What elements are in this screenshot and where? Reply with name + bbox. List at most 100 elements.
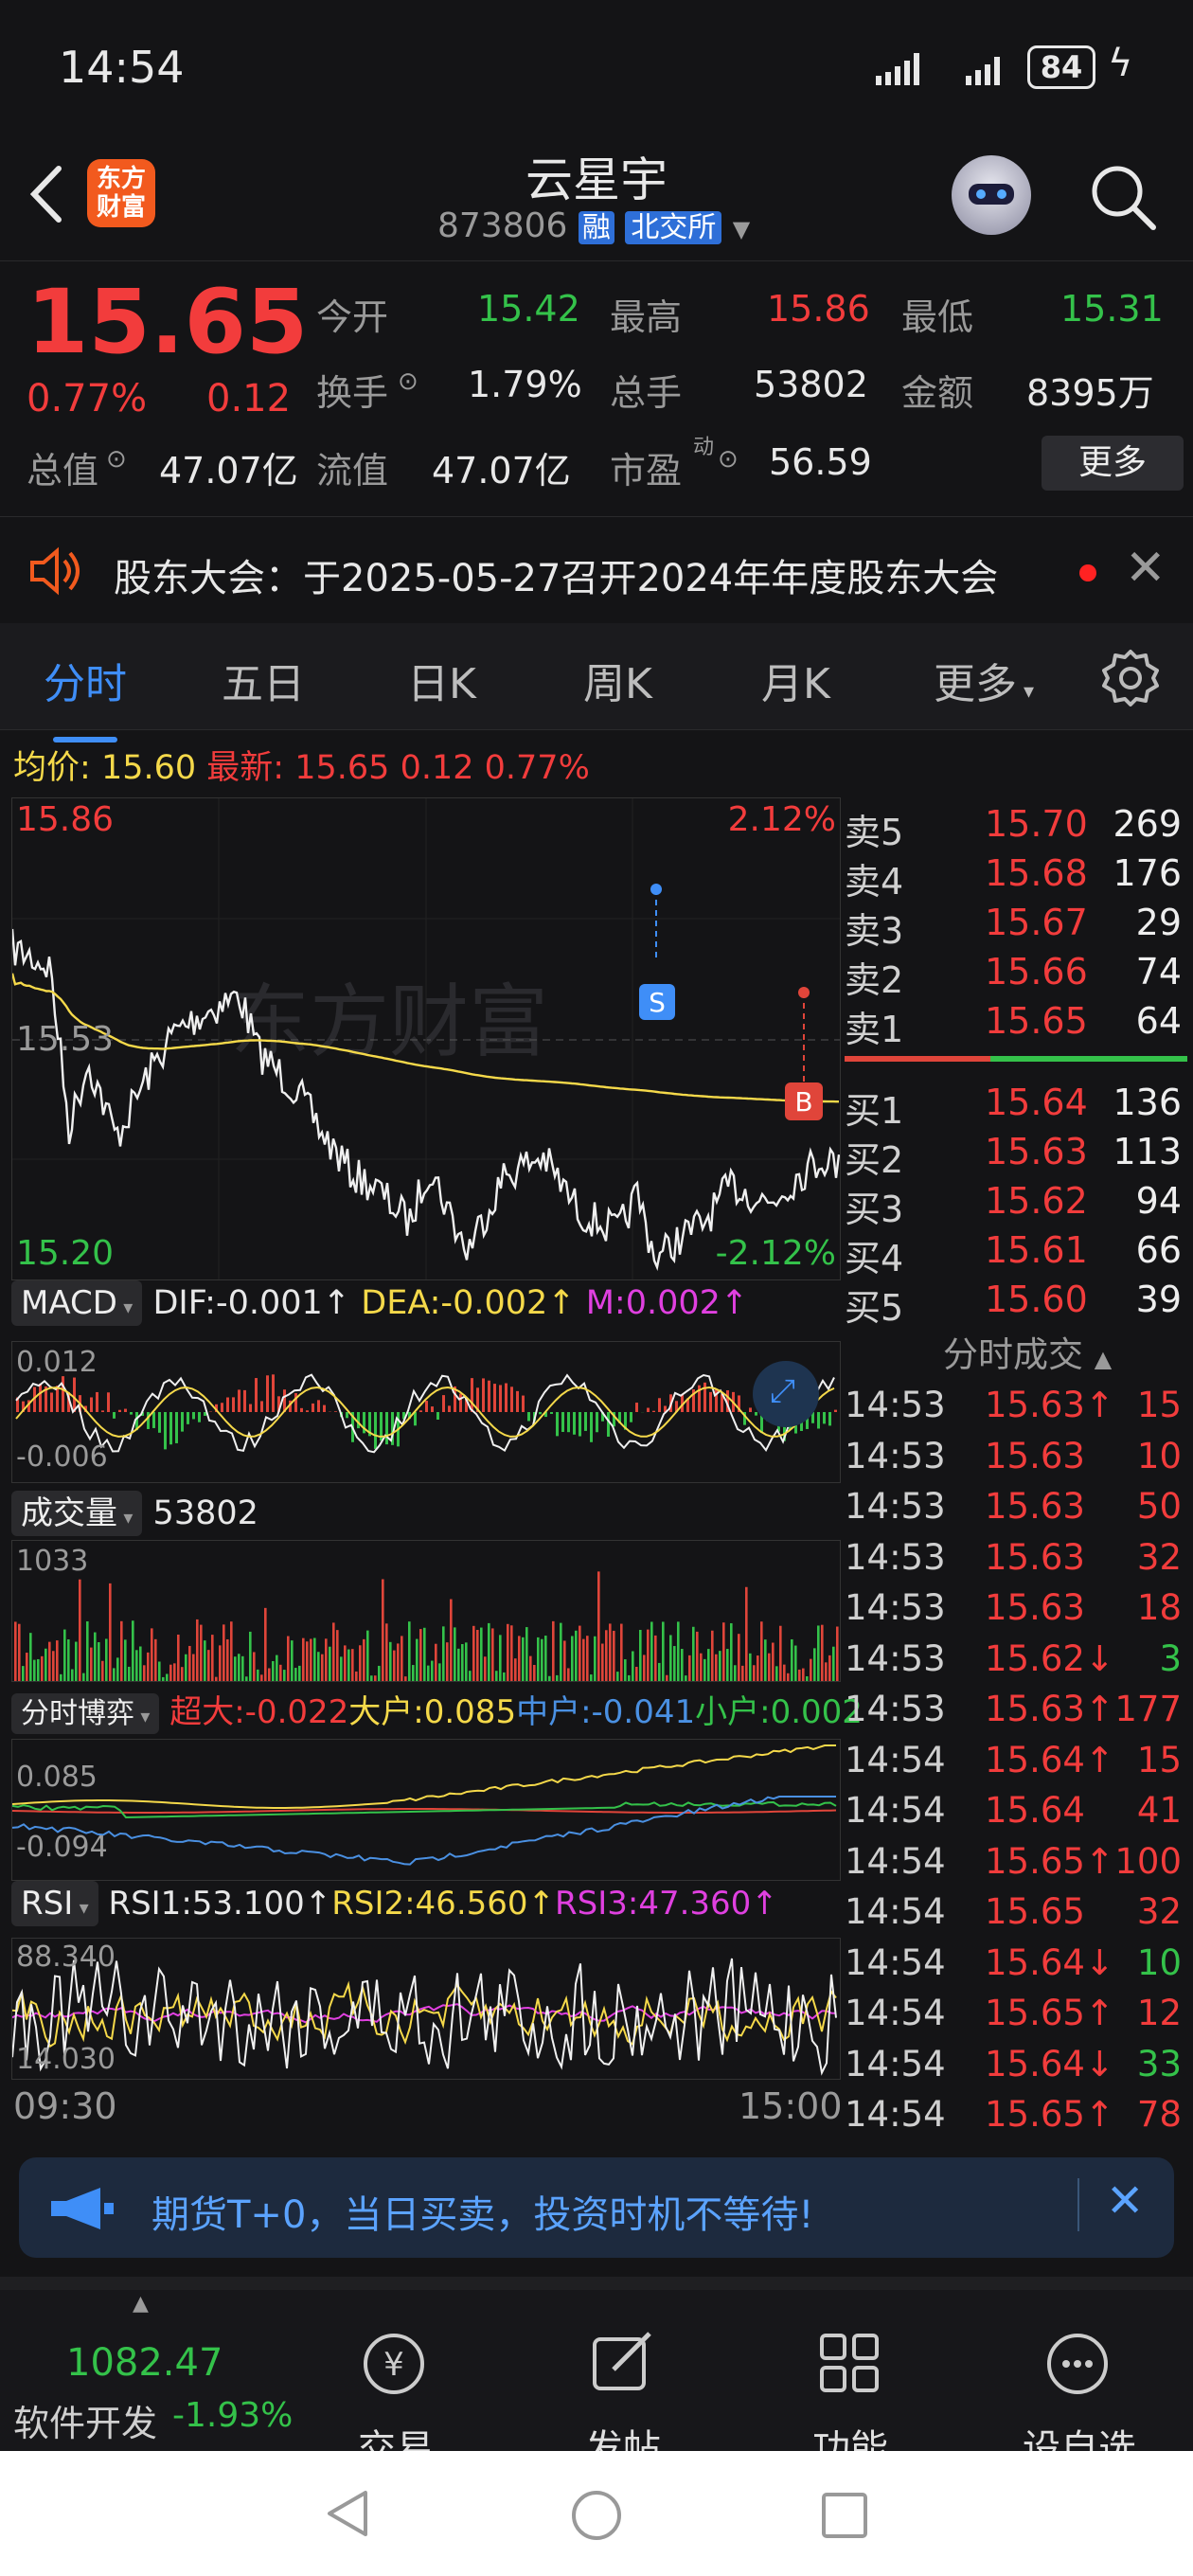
tick-row[interactable]: 14:53 15.63 32 (845, 1537, 1185, 1588)
ask-row[interactable]: 卖3 15.67 29 (845, 902, 1185, 952)
index-value[interactable]: 1082.47 (66, 2341, 223, 2385)
chevron-up-icon[interactable]: ▲ (133, 2292, 149, 2316)
chart-legend: 均价: 15.60 最新: 15.65 0.12 0.77% (13, 741, 590, 789)
tick-row-price: 15.63 (985, 1536, 1085, 1578)
bid-row[interactable]: 买2 15.63 113 (845, 1131, 1185, 1181)
price-line (12, 928, 840, 1272)
notice-bar[interactable]: 股东大会：于2025-05-27召开2024年年度股东大会 ✕ (0, 516, 1193, 624)
bid-row[interactable]: 买3 15.62 94 (845, 1180, 1185, 1230)
tick-row[interactable]: 14:54 15.64↑ 15 (845, 1740, 1185, 1791)
ask-row-price: 15.70 (985, 803, 1088, 845)
flow-selector[interactable]: 分时博弈 (11, 1693, 160, 1734)
tick-row[interactable]: 14:53 15.63 18 (845, 1587, 1185, 1638)
avg-value: 15.60 (100, 749, 197, 787)
bid-row-label: 买3 (845, 1189, 904, 1230)
intraday-price-chart[interactable]: 东方财富 S B 15.86 2.12% 15.53 15.20 -2.12% (11, 797, 841, 1280)
rsi3-value: RSI3:47.360↑ (555, 1885, 778, 1923)
ask-row-volume: 269 (1113, 803, 1182, 845)
tick-row[interactable]: 14:53 15.63 10 (845, 1436, 1185, 1487)
tick-row[interactable]: 14:54 15.64↓ 33 (845, 2044, 1185, 2095)
expand-icon[interactable]: ⤢ (753, 1361, 819, 1427)
info-icon[interactable]: ⊙ (398, 367, 418, 396)
close-icon[interactable]: ✕ (1106, 2174, 1145, 2227)
tab-daily-k[interactable]: 日K (407, 660, 476, 708)
back-icon[interactable] (25, 161, 66, 227)
ticks-header[interactable]: 分时成交 ▲ (943, 1334, 1113, 1375)
buy-marker[interactable] (785, 1082, 823, 1120)
settings-gear-icon[interactable] (1100, 648, 1161, 708)
search-icon[interactable] (1087, 161, 1159, 233)
bid-row-label: 买1 (845, 1090, 904, 1132)
tick-row[interactable]: 14:54 15.65↑ 100 (845, 1841, 1185, 1892)
latest-percent: 0.77% (484, 749, 590, 787)
time-axis-start: 09:30 (13, 2085, 117, 2127)
tick-row[interactable]: 14:53 15.63↑ 177 (845, 1689, 1185, 1740)
rsi3-line (12, 2003, 837, 2024)
stock-code-row[interactable]: 873806 融 北交所 ▼ (437, 204, 750, 245)
macd-selector[interactable]: MACD (11, 1280, 143, 1326)
ask-row[interactable]: 卖4 15.68 176 (845, 852, 1185, 903)
amount-value: 8395万 (1026, 372, 1154, 414)
turnover-value: 1.79% (468, 364, 582, 405)
tick-row[interactable]: 14:54 15.64↓ 10 (845, 1942, 1185, 1994)
ask-row-price: 15.65 (985, 1000, 1088, 1042)
trade-icon[interactable]: ¥ (356, 2326, 432, 2402)
volume-selector[interactable]: 成交量 (11, 1491, 143, 1536)
tick-row[interactable]: 14:54 15.65 32 (845, 1891, 1185, 1942)
dea-line (15, 1386, 835, 1438)
tab-monthly-k[interactable]: 月K (761, 660, 830, 708)
tick-row[interactable]: 14:53 15.62↓ 3 (845, 1638, 1185, 1690)
index-name[interactable]: 软件开发 (13, 2403, 158, 2444)
open-value: 15.42 (477, 288, 580, 330)
mktcap-value: 47.07亿 (159, 450, 298, 492)
small-holder-line (12, 1800, 837, 1819)
tick-row[interactable]: 14:54 15.65↑ 12 (845, 1993, 1185, 2044)
more-button[interactable]: 更多 (1042, 436, 1184, 491)
ask-row[interactable]: 卖5 15.70 269 (845, 803, 1185, 853)
tick-row-label: 14:54 (845, 1993, 946, 2033)
nav-back-icon[interactable] (320, 2487, 373, 2540)
volume-chart[interactable]: 1033 (11, 1540, 841, 1682)
tab-intraday[interactable]: 分时 (44, 650, 127, 742)
tick-row-label: 14:54 (845, 1739, 946, 1780)
tick-row[interactable]: 14:54 15.64 41 (845, 1790, 1185, 1841)
post-icon[interactable] (585, 2326, 661, 2402)
bid-row[interactable]: 买4 15.61 66 (845, 1229, 1185, 1279)
tick-row[interactable]: 14:53 15.63 50 (845, 1486, 1185, 1537)
tab-weekly-k[interactable]: 周K (583, 660, 652, 708)
macd-dea: DEA:-0.002↑ (361, 1284, 576, 1322)
rsi-chart[interactable]: 88.340 14.030 (11, 1938, 841, 2080)
rsi-selector[interactable]: RSI (11, 1881, 98, 1926)
info-icon[interactable]: ⊙ (718, 445, 739, 474)
tick-row-label: 14:53 (845, 1587, 946, 1628)
ask-row-label: 卖5 (845, 812, 904, 853)
more-options-icon[interactable] (1040, 2326, 1115, 2402)
tick-row-volume: 41 (1136, 1790, 1182, 1831)
functions-grid-icon[interactable] (812, 2326, 888, 2402)
tab-five-day[interactable]: 五日 (222, 660, 305, 708)
speaker-icon (30, 546, 80, 596)
tick-row[interactable]: 14:54 15.65↑ 78 (845, 2094, 1185, 2145)
bid-row-label: 买2 (845, 1139, 904, 1181)
float-label: 流值 (316, 450, 389, 492)
bid-row[interactable]: 买5 15.60 39 (845, 1279, 1185, 1329)
tick-row-volume: 100 (1114, 1840, 1182, 1882)
promo-banner[interactable]: 期货T+0，当日买卖，投资时机不等待! ✕ (19, 2157, 1174, 2258)
close-icon[interactable]: ✕ (1125, 540, 1166, 597)
rsi2-line (12, 1980, 837, 2048)
ask-row[interactable]: 卖1 15.65 64 (845, 1000, 1185, 1050)
info-icon[interactable]: ⊙ (106, 445, 127, 474)
pe-label: 市盈 (610, 450, 683, 492)
nav-home-icon[interactable] (568, 2487, 625, 2544)
bid-row[interactable]: 买1 15.64 136 (845, 1082, 1185, 1132)
flow-chart[interactable]: 0.085 -0.094 (11, 1739, 841, 1881)
assistant-robot-icon[interactable] (952, 155, 1031, 235)
nav-recents-icon[interactable] (818, 2489, 871, 2542)
tick-row-volume: 10 (1136, 1941, 1182, 1983)
macd-chart[interactable]: 0.012 -0.006 ⤢ (11, 1341, 841, 1483)
tab-more[interactable]: 更多 ▾ (934, 660, 1035, 708)
sell-marker[interactable] (639, 984, 675, 1020)
tick-row[interactable]: 14:53 15.63↑ 15 (845, 1385, 1185, 1436)
ask-row[interactable]: 卖2 15.66 74 (845, 951, 1185, 1001)
tick-row-volume: 50 (1136, 1486, 1182, 1527)
